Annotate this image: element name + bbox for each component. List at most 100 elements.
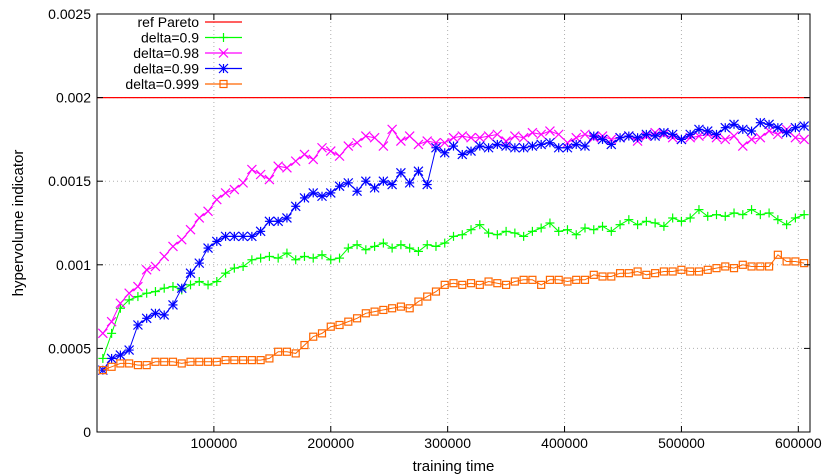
data-point-marker (115, 298, 126, 309)
data-point-marker (290, 156, 301, 167)
data-point-marker (562, 137, 573, 148)
data-point-marker (335, 320, 344, 330)
data-point-marker (405, 304, 414, 313)
data-point-marker (309, 332, 318, 341)
data-point-marker (606, 226, 616, 236)
data-point-marker (395, 167, 406, 178)
data-point-marker (431, 287, 441, 296)
data-point-marker (773, 250, 782, 259)
data-point-marker (440, 280, 449, 289)
data-point-marker (256, 356, 265, 365)
data-point-marker (133, 292, 143, 302)
data-point-marker (212, 277, 222, 287)
data-point-marker (413, 246, 423, 256)
data-point-marker (686, 267, 695, 276)
data-point-marker (124, 345, 135, 355)
data-point-marker (623, 131, 634, 141)
data-point-marker (352, 186, 362, 197)
data-point-marker (484, 228, 494, 238)
data-point-marker (360, 176, 371, 187)
data-point-marker (702, 126, 713, 136)
data-point-marker (334, 181, 345, 192)
data-point-marker (422, 240, 432, 250)
data-point-marker (729, 208, 739, 218)
data-point-marker (246, 231, 257, 242)
data-point-marker (764, 208, 774, 218)
data-point-marker (483, 131, 494, 141)
y-tick-label: 0.001 (56, 257, 91, 273)
data-point-marker (457, 149, 468, 160)
data-point-marker (449, 231, 458, 241)
data-point-marker (545, 126, 555, 136)
data-point-marker (431, 142, 441, 153)
data-point-marker (335, 253, 345, 263)
data-point-marker (439, 147, 450, 158)
data-point-marker (799, 134, 810, 145)
data-point-marker (308, 187, 319, 198)
data-point-marker (203, 280, 213, 290)
data-point-marker (746, 126, 757, 136)
data-point-marker (422, 136, 433, 146)
data-point-marker (720, 122, 731, 133)
data-point-marker (650, 218, 660, 228)
data-point-marker (177, 359, 186, 368)
data-point-marker (141, 313, 152, 324)
x-tick-label: 200000 (307, 435, 354, 451)
data-point-marker (203, 243, 213, 254)
data-point-marker (615, 220, 625, 230)
data-point-marker (142, 361, 151, 370)
data-point-marker (282, 213, 292, 223)
data-point-marker (247, 255, 257, 265)
tick-marks (97, 13, 810, 433)
data-point-marker (712, 264, 721, 273)
data-point-marker (676, 134, 687, 145)
data-point-marker (203, 357, 213, 366)
data-point-marker (229, 263, 239, 273)
data-point-marker (124, 288, 135, 299)
data-point-marker (343, 141, 354, 152)
data-point-marker (492, 129, 503, 140)
data-point-marker (379, 305, 388, 315)
data-point-marker (150, 308, 161, 319)
data-point-marker (747, 262, 756, 271)
data-point-marker (334, 151, 345, 162)
data-point-marker (246, 164, 257, 175)
data-point-marker (229, 184, 240, 195)
data-point-marker (291, 255, 301, 265)
legend-entry: delta=0.9 (141, 30, 242, 46)
data-point-marker (474, 132, 485, 143)
data-point-marker (720, 211, 730, 221)
data-point-marker (756, 262, 765, 271)
data-point-marker (466, 146, 476, 157)
legend: ref Paretodelta=0.9delta=0.98delta=0.99d… (125, 14, 242, 92)
data-point-marker (729, 119, 739, 130)
data-point-marker (747, 205, 757, 215)
data-point-marker (229, 231, 240, 242)
data-point-marker (492, 230, 502, 240)
x-tick-label: 500000 (658, 435, 705, 451)
data-point-marker (510, 277, 519, 286)
data-point-marker (773, 215, 783, 225)
data-point-marker (97, 328, 108, 339)
data-point-marker (571, 139, 582, 150)
x-tick-labels: 100000 200000 300000 400000 500000 600000 (191, 435, 822, 451)
data-point-marker (790, 213, 800, 223)
data-point-marker (527, 141, 538, 152)
data-point-marker (160, 357, 169, 366)
data-point-marker (352, 314, 362, 323)
data-point-marker (685, 213, 695, 223)
data-point-marker (659, 221, 669, 231)
data-point-marker (194, 213, 205, 223)
data-point-marker (799, 121, 810, 131)
data-point-marker (378, 141, 389, 152)
data-point-marker (554, 275, 563, 284)
data-point-marker (755, 132, 766, 143)
data-point-marker (588, 131, 599, 141)
data-point-marker (125, 359, 134, 368)
data-point-marker (553, 129, 564, 140)
data-point-marker (282, 347, 292, 356)
data-point-marker (299, 251, 309, 261)
data-point-marker (738, 210, 748, 220)
data-point-marker (194, 277, 204, 287)
data-point-marker (343, 177, 354, 188)
